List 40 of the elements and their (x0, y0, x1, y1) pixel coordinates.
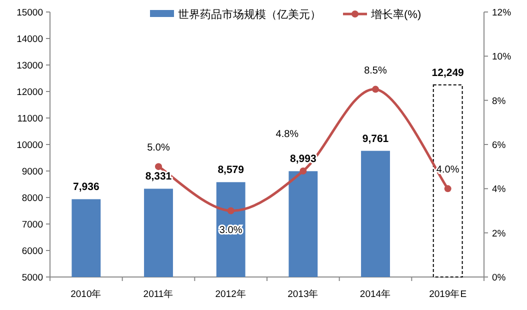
data-label: 9,761 (362, 132, 389, 145)
x-tick-label: 2011年 (143, 288, 174, 300)
y2-tick-label: 12% (492, 8, 512, 18)
y-tick-label: 9000 (22, 166, 43, 178)
y2-tick-label: 0% (492, 272, 506, 284)
point (300, 168, 307, 174)
x-tick-label: 2019年E (429, 288, 467, 300)
data-label: 3.0% (219, 224, 242, 236)
x-tick-label: 2014年 (360, 288, 392, 300)
y2-tick-label: 4% (492, 184, 506, 196)
y-tick-label: 15000 (16, 8, 43, 18)
point (155, 163, 162, 170)
legend-label: 增长率(%) (370, 8, 422, 21)
x-tick-label: 2010年 (70, 288, 102, 300)
y-tick-label: 13000 (16, 60, 43, 72)
y-tick-label: 6000 (22, 246, 43, 257)
data-label: 12,249 (432, 66, 464, 79)
y-tick-label: 10000 (16, 140, 43, 151)
y-tick-label: 8000 (22, 193, 43, 204)
y2-tick-label: 8% (492, 96, 506, 107)
legend-label: 世界药品市场规模（亿美元） (178, 8, 321, 21)
data-label: 8.5% (364, 65, 388, 76)
y2-tick-label: 6% (492, 140, 506, 151)
y2-tick-label: 10% (492, 52, 512, 63)
data-label: 5.0% (147, 142, 170, 154)
point (227, 207, 234, 214)
data-label: 4.8% (276, 129, 299, 140)
point (372, 86, 379, 93)
y-tick-label: 14000 (16, 34, 43, 45)
y-tick-label: 5000 (22, 272, 43, 284)
data-label: 7,936 (73, 181, 100, 194)
x-tick-label: 2012年 (215, 288, 246, 300)
x-tick-label: 2013年 (288, 288, 319, 300)
y-tick-label: 7000 (22, 220, 43, 230)
point (444, 185, 452, 192)
y2-tick-label: 2% (492, 228, 506, 240)
y-tick-label: 12000 (16, 87, 43, 98)
data-label: 8,579 (218, 164, 244, 176)
data-label: 8,331 (145, 170, 172, 183)
y-tick-label: 11000 (17, 114, 43, 124)
